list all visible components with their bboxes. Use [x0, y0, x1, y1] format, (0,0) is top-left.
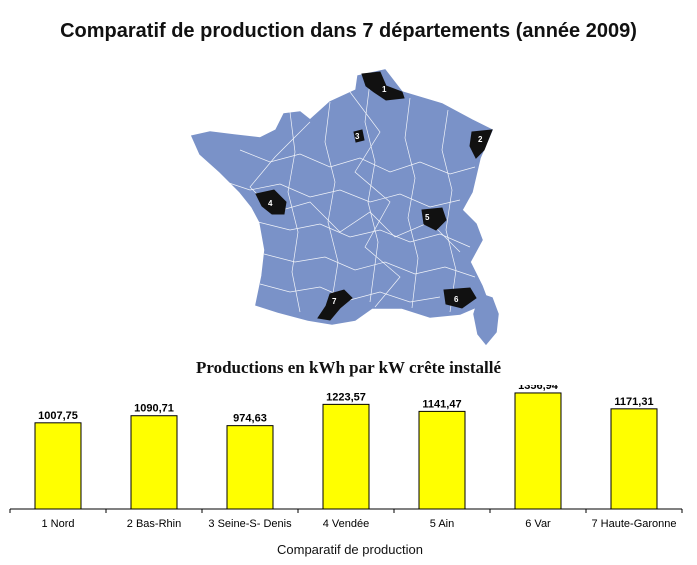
marker-2-label: 2	[478, 135, 483, 144]
dept-4-vendee	[255, 189, 287, 215]
data-label: 1171,31	[614, 396, 653, 408]
france-map: 1 2 3 4 5 6 7	[180, 62, 515, 347]
marker-1-label: 1	[382, 85, 387, 94]
data-label: 974,63	[233, 413, 267, 425]
marker-3-label: 3	[355, 132, 360, 141]
marker-6-label: 6	[454, 295, 459, 304]
dept-7-haute-garonne	[317, 289, 353, 321]
page-title: Comparatif de production dans 7 départem…	[60, 20, 637, 42]
marker-4-label: 4	[268, 199, 273, 208]
x-tick-label: 3 Seine-S- Denis	[208, 518, 292, 530]
dept-2-bas-rhin	[469, 129, 493, 159]
bar	[226, 425, 274, 510]
x-tick-label: 7 Haute-Garonne	[592, 518, 677, 530]
bar	[514, 392, 562, 510]
dept-3-seine-st-denis	[353, 129, 365, 143]
bar	[610, 408, 658, 510]
dept-6-var	[443, 287, 477, 309]
data-label: 1223,57	[326, 391, 366, 403]
x-tick-label: 4 Vendée	[323, 518, 370, 530]
x-tick-label: 2 Bas-Rhin	[127, 518, 181, 530]
corsica-outline	[473, 293, 499, 346]
data-label: 1356,94	[518, 385, 559, 392]
dept-5-ain	[421, 207, 447, 231]
x-tick-label: 6 Var	[525, 518, 551, 530]
marker-7-label: 7	[332, 297, 337, 306]
data-label: 1090,71	[134, 403, 174, 415]
data-label: 1141,47	[422, 398, 461, 410]
chart-title: Productions en kWh par kW crête installé	[195, 358, 502, 377]
dept-1-nord	[361, 71, 405, 101]
x-tick-label: 1 Nord	[41, 518, 74, 530]
france-outline	[190, 69, 493, 325]
france-map-svg: 1 2 3 4 5 6 7	[190, 69, 499, 346]
x-tick-label: 5 Ain	[430, 518, 454, 530]
bar	[130, 415, 178, 510]
bar	[418, 410, 466, 510]
marker-5-label: 5	[425, 213, 430, 222]
x-axis-label: Comparatif de production	[277, 542, 423, 557]
marker-labels: 1 2 3 4 5 6 7	[268, 85, 483, 306]
bar	[34, 422, 82, 510]
bar-chart: 1007,75 1 Nord 1090,71 2 Bas-Rhin 974,63 3 Se…	[9, 385, 683, 530]
bar	[322, 403, 370, 510]
highlighted-departments	[255, 71, 493, 321]
data-label: 1007,75	[38, 410, 78, 422]
